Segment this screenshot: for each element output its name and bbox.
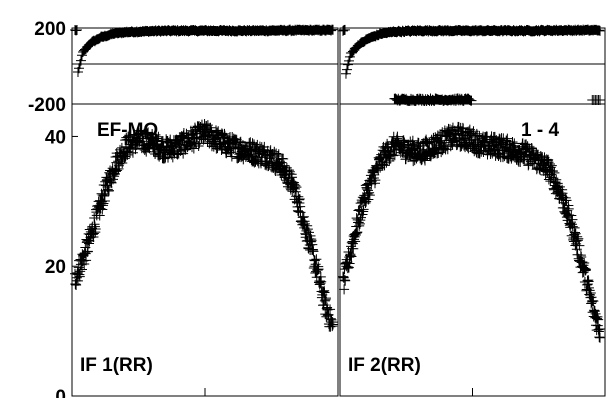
phase-cluster-2: [389, 93, 477, 106]
phase-panel-frame: [339, 27, 606, 105]
amp-series-2: [338, 121, 605, 343]
panel-label: IF 1(RR): [80, 355, 153, 376]
phase-panel-frame: [71, 27, 339, 105]
phase-series-2: [338, 24, 605, 79]
phase-tick-label: 200: [34, 19, 66, 40]
amp-series-1: [70, 119, 338, 332]
amp-tick-label: 40: [45, 127, 66, 148]
amp-tick-label: 0: [55, 387, 66, 398]
phase-tick-label: -200: [28, 95, 66, 116]
plot-frames: [71, 27, 606, 397]
amp-panel-frame: [71, 103, 339, 397]
amp-tick-label: 20: [45, 257, 66, 278]
baseline-label: 1 - 4: [521, 120, 559, 141]
phase-series-1: [70, 24, 338, 77]
phase-outlier-2: [587, 95, 605, 105]
plot-marks: [70, 24, 605, 343]
panel-label: IF 2(RR): [348, 355, 421, 376]
